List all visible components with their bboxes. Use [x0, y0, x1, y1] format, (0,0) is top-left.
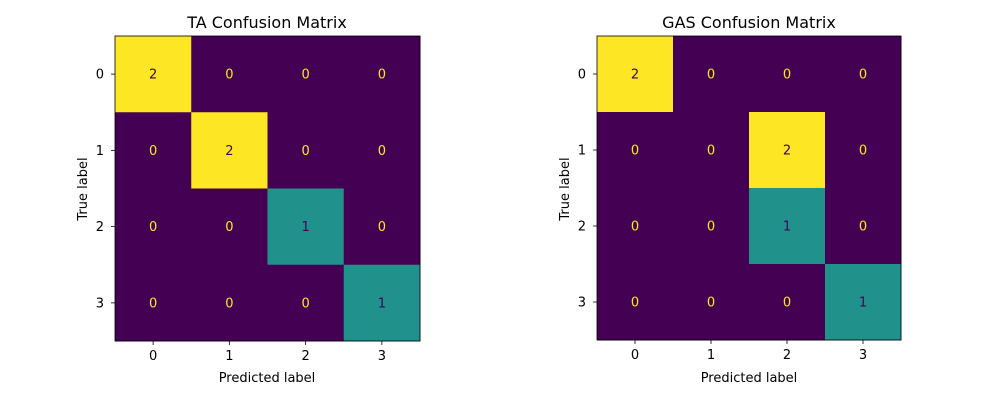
matrix-cell — [267, 188, 345, 266]
cell-value-label: 0 — [225, 296, 233, 311]
matrix-cell — [597, 36, 674, 113]
y-axis-label: True label — [76, 157, 91, 221]
cell-value-label: 2 — [783, 144, 791, 159]
cell-value-label: 0 — [301, 144, 309, 159]
plot-frame — [114, 35, 421, 342]
matrix-cell — [191, 36, 268, 113]
matrix-cell — [191, 112, 268, 189]
cell-value-label: 1 — [859, 296, 867, 311]
cell-value-label: 0 — [631, 296, 639, 311]
matrix-cell — [597, 264, 674, 341]
x-tick-label: 0 — [631, 348, 639, 363]
y-tick-label: 3 — [578, 296, 586, 311]
y-tick-labels: 0 1 2 3 — [578, 68, 597, 311]
matrix-cell — [115, 264, 192, 342]
cell-value-label: 2 — [149, 68, 157, 83]
cell-value-label: 0 — [707, 68, 715, 83]
x-tick-label: 0 — [149, 349, 157, 364]
y-tick-label: 3 — [96, 296, 104, 311]
matrix-cell — [597, 188, 674, 265]
cell-value-label: 0 — [631, 220, 639, 235]
matrix-cell — [825, 36, 902, 113]
matrix-cell — [115, 188, 192, 266]
cell-value-label: 2 — [631, 68, 639, 83]
matrix-cell — [825, 264, 902, 341]
cell-value-label: 1 — [783, 220, 791, 235]
matrix-cell — [343, 188, 421, 266]
cell-value-label: 0 — [859, 68, 867, 83]
matrix-cell — [343, 36, 421, 113]
x-tick-label: 1 — [225, 349, 233, 364]
cell-value-label: 0 — [707, 144, 715, 159]
cell-value-label: 0 — [631, 144, 639, 159]
y-tick-label: 0 — [578, 68, 586, 83]
cell-value-label: 0 — [783, 296, 791, 311]
cell-value-label: 0 — [378, 144, 386, 159]
matrix-cell — [267, 264, 345, 342]
matrix-cell — [267, 36, 345, 113]
matrix-cell — [749, 112, 826, 189]
matrix-cell — [749, 188, 826, 265]
matrix-cells: 2 0 0 0 0 2 0 0 0 0 1 0 0 0 0 1 — [115, 36, 421, 342]
cell-value-label: 0 — [783, 68, 791, 83]
x-tick-label: 3 — [859, 348, 867, 363]
matrix-cell — [673, 112, 750, 189]
matrix-cell — [825, 188, 902, 265]
matrix-cell — [673, 264, 750, 341]
cell-value-label: 0 — [707, 220, 715, 235]
y-tick-label: 2 — [96, 220, 104, 235]
x-tick-label: 2 — [301, 349, 309, 364]
cell-value-label: 0 — [707, 296, 715, 311]
matrix-cell — [115, 36, 192, 113]
x-tick-label: 2 — [783, 348, 791, 363]
x-tick-label: 1 — [707, 348, 715, 363]
matrix-cell — [115, 112, 192, 189]
matrix-cell — [191, 264, 268, 342]
y-tick-label: 1 — [578, 144, 586, 159]
cell-value-label: 0 — [859, 144, 867, 159]
matrix-cell — [673, 188, 750, 265]
cell-value-label: 0 — [301, 68, 309, 83]
x-tick-labels: 0 1 2 3 — [631, 340, 867, 363]
matrix-cells: 2 0 0 0 0 0 2 0 0 0 1 0 0 0 0 1 — [597, 36, 902, 341]
matrix-cell — [749, 264, 826, 341]
plot-frame — [596, 35, 902, 341]
cell-value-label: 0 — [225, 220, 233, 235]
matrix-cell — [673, 36, 750, 113]
y-tick-label: 1 — [96, 144, 104, 159]
matrix-cell — [191, 188, 268, 266]
cell-value-label: 0 — [149, 296, 157, 311]
matrix-cell — [343, 112, 421, 189]
gas-confusion-matrix: GAS Confusion Matrix 2 0 0 0 0 0 2 0 0 0 1 0 0 0 0 1 0 1… — [558, 13, 902, 386]
y-tick-label: 2 — [578, 220, 586, 235]
y-tick-labels: 0 1 2 3 — [96, 68, 115, 311]
cell-value-label: 0 — [149, 220, 157, 235]
x-axis-label: Predicted label — [219, 371, 316, 386]
cell-value-label: 1 — [301, 220, 309, 235]
chart-title: GAS Confusion Matrix — [662, 13, 836, 32]
matrix-cell — [825, 112, 902, 189]
cell-value-label: 0 — [149, 144, 157, 159]
matrix-cell — [749, 36, 826, 113]
x-tick-labels: 0 1 2 3 — [149, 341, 386, 364]
matrix-cell — [597, 112, 674, 189]
y-axis-label: True label — [558, 157, 573, 221]
cell-value-label: 1 — [378, 296, 386, 311]
y-tick-label: 0 — [96, 68, 104, 83]
x-tick-label: 3 — [378, 349, 386, 364]
cell-value-label: 0 — [225, 68, 233, 83]
matrix-cell — [343, 264, 421, 342]
cell-value-label: 0 — [378, 220, 386, 235]
cell-value-label: 0 — [378, 68, 386, 83]
cell-value-label: 0 — [301, 296, 309, 311]
cell-value-label: 2 — [225, 144, 233, 159]
matrix-cell — [267, 112, 345, 189]
x-axis-label: Predicted label — [701, 371, 798, 386]
cell-value-label: 0 — [859, 220, 867, 235]
chart-title: TA Confusion Matrix — [186, 13, 347, 32]
